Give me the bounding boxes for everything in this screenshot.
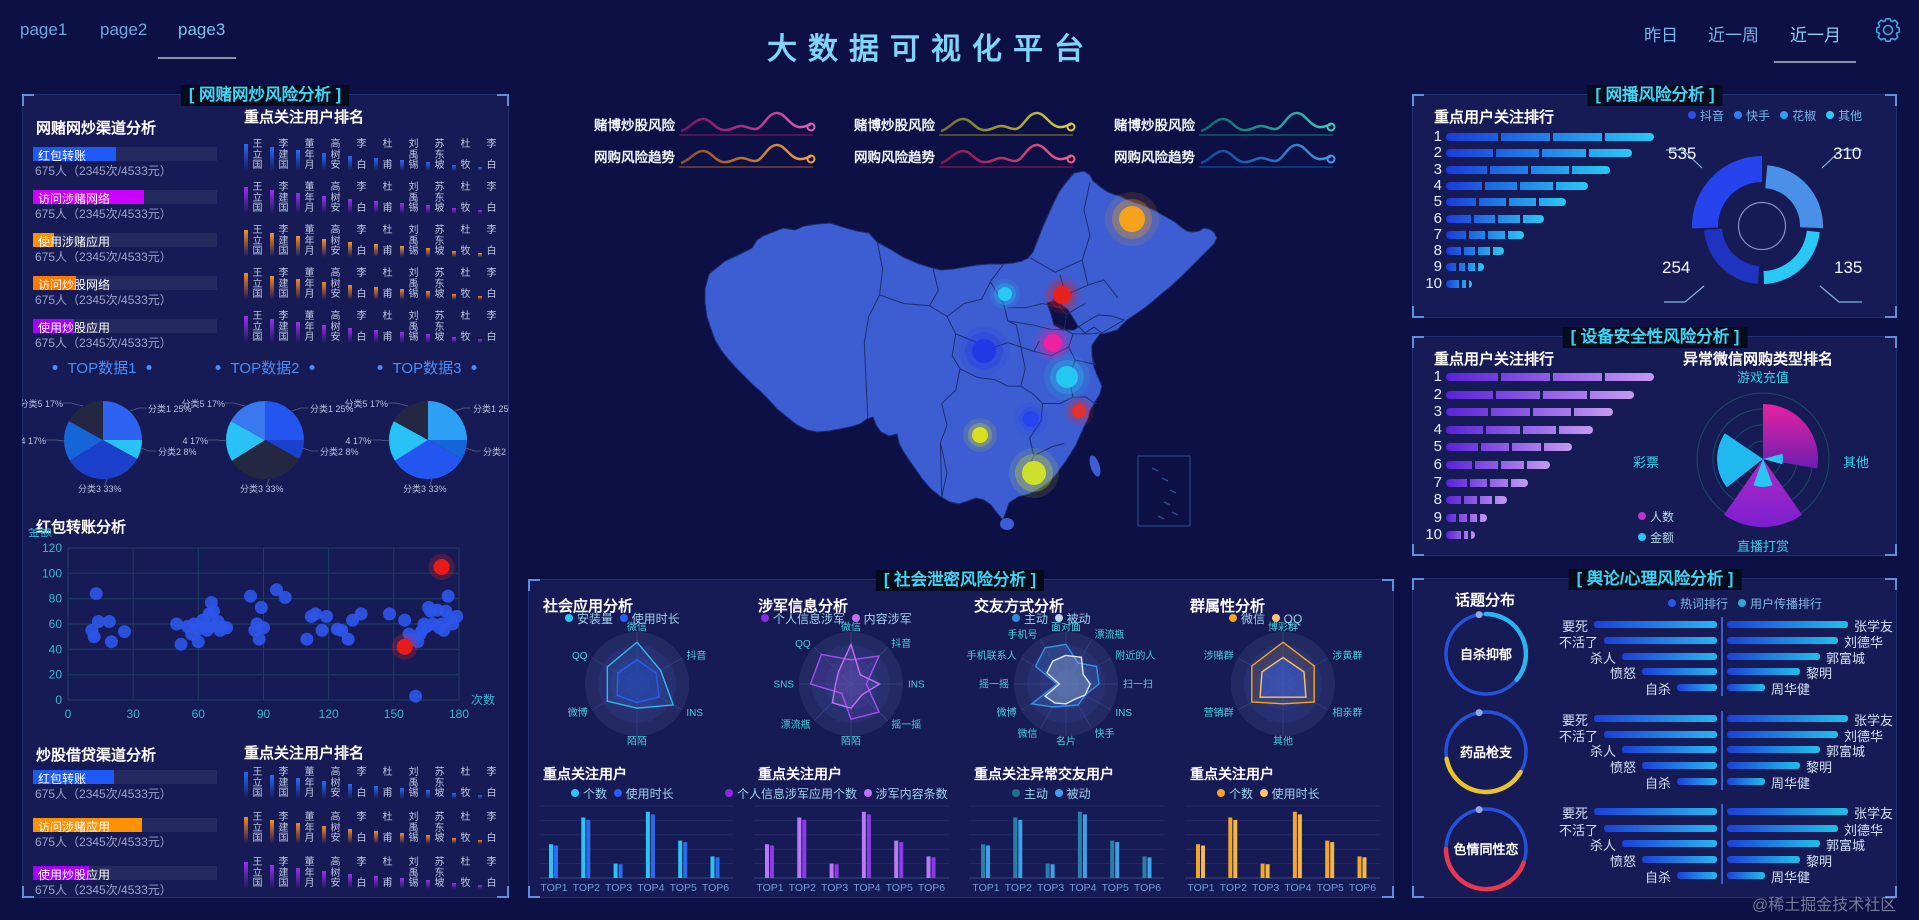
svg-text:60: 60	[49, 617, 63, 631]
svg-text:SNS: SNS	[773, 680, 794, 691]
svg-text:赌博炒股风险: 赌博炒股风险	[593, 117, 675, 133]
svg-text:0: 0	[55, 693, 62, 707]
svg-text:60: 60	[192, 707, 206, 721]
svg-text:分类2 8%: 分类2 8%	[483, 446, 509, 457]
svg-text:色情同性恋: 色情同性恋	[1453, 842, 1518, 857]
svg-text:漂流瓶: 漂流瓶	[781, 718, 811, 731]
svg-text:分类5 17%: 分类5 17%	[22, 398, 63, 409]
svg-text:赌博炒股风险: 赌博炒股风险	[1113, 117, 1195, 133]
svg-text:手机号: 手机号	[1008, 628, 1038, 641]
svg-text:120: 120	[42, 541, 62, 555]
svg-text:分类5 17%: 分类5 17%	[344, 398, 388, 409]
svg-text:INS: INS	[1115, 708, 1132, 719]
svg-text:分类3 33%: 分类3 33%	[403, 483, 447, 494]
svg-text:4 17%: 4 17%	[345, 436, 371, 446]
svg-text:分类5 17%: 分类5 17%	[181, 398, 225, 409]
svg-text:药品枪支: 药品枪支	[1460, 745, 1513, 760]
svg-text:自杀抑郁: 自杀抑郁	[1460, 647, 1512, 662]
svg-text:快手: 快手	[1095, 727, 1115, 740]
svg-text:陌陌: 陌陌	[841, 736, 861, 748]
svg-text:网购风险趋势: 网购风险趋势	[854, 149, 935, 165]
svg-text:80: 80	[49, 592, 63, 606]
svg-text:摇一摇: 摇一摇	[891, 718, 921, 731]
svg-text:摇一摇: 摇一摇	[979, 678, 1009, 691]
svg-text:分类3 33%: 分类3 33%	[240, 483, 284, 494]
svg-text:抖音: 抖音	[891, 637, 911, 650]
svg-text:抖音: 抖音	[686, 649, 706, 662]
svg-text:名片: 名片	[1056, 735, 1076, 748]
svg-text:相亲群: 相亲群	[1332, 706, 1362, 719]
svg-text:金额: 金额	[28, 528, 52, 539]
svg-text:涉黄群: 涉黄群	[1332, 649, 1362, 662]
svg-text:20: 20	[49, 668, 63, 682]
svg-text:微信: 微信	[841, 621, 861, 634]
svg-text:其他: 其他	[1273, 735, 1293, 748]
svg-text:QQ: QQ	[795, 639, 811, 650]
svg-text:30: 30	[127, 707, 141, 721]
svg-text:面对面: 面对面	[1051, 621, 1081, 634]
svg-text:分类1 25%: 分类1 25%	[310, 403, 354, 414]
svg-text:INS: INS	[908, 680, 925, 691]
svg-text:微博: 微博	[997, 706, 1017, 719]
svg-text:微信: 微信	[627, 621, 647, 634]
svg-text:INS: INS	[686, 708, 703, 719]
svg-text:180: 180	[449, 707, 469, 721]
svg-text:漂流瓶: 漂流瓶	[1095, 628, 1125, 641]
svg-text:赌博炒股风险: 赌博炒股风险	[853, 117, 935, 133]
svg-text:分类1 25%: 分类1 25%	[148, 403, 192, 414]
svg-text:微博: 微博	[568, 706, 588, 719]
svg-text:附近的人: 附近的人	[1115, 649, 1155, 662]
svg-text:涉赌群: 涉赌群	[1204, 649, 1234, 662]
svg-text:微信: 微信	[1018, 727, 1038, 740]
svg-text:100: 100	[42, 566, 62, 580]
svg-text:40: 40	[49, 642, 63, 656]
svg-text:次数: 次数	[471, 692, 495, 707]
svg-text:博彩群: 博彩群	[1268, 621, 1298, 634]
svg-text:营销群: 营销群	[1204, 706, 1234, 719]
svg-text:4 17%: 4 17%	[22, 436, 46, 446]
svg-text:陌陌: 陌陌	[627, 736, 647, 748]
svg-text:120: 120	[319, 707, 339, 721]
svg-text:网购风险趋势: 网购风险趋势	[594, 149, 675, 165]
svg-text:4 17%: 4 17%	[182, 436, 208, 446]
svg-text:分类2 8%: 分类2 8%	[320, 446, 359, 457]
svg-text:分类1 25%: 分类1 25%	[473, 403, 509, 414]
svg-text:90: 90	[257, 707, 271, 721]
svg-text:手机联系人: 手机联系人	[967, 649, 1017, 662]
svg-text:扫一扫: 扫一扫	[1123, 678, 1153, 691]
svg-text:分类3 33%: 分类3 33%	[78, 483, 122, 494]
svg-text:网购风险趋势: 网购风险趋势	[1114, 149, 1195, 165]
svg-text:QQ: QQ	[572, 651, 588, 662]
svg-text:150: 150	[384, 707, 404, 721]
svg-text:0: 0	[65, 707, 72, 721]
svg-text:分类2 8%: 分类2 8%	[158, 446, 197, 457]
